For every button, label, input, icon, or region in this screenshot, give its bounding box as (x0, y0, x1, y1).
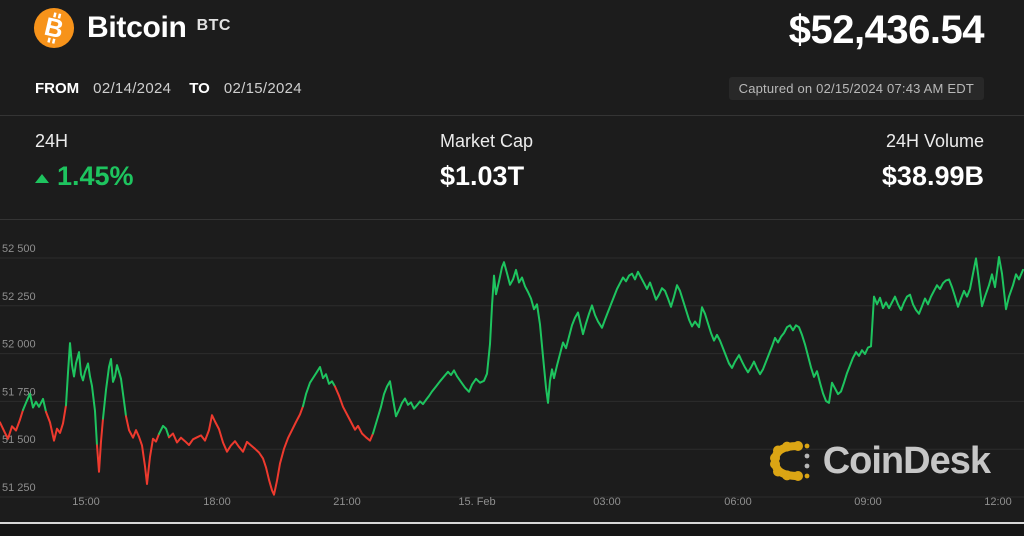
up-arrow-icon (35, 173, 49, 183)
to-date: 02/15/2024 (223, 80, 302, 97)
separator-chart (0, 219, 1024, 220)
captured-timestamp: Captured on 02/15/2024 07:43 AM EDT (728, 77, 984, 100)
current-price: $52,436.54 (788, 8, 985, 52)
coin-name: Bitcoin (87, 11, 187, 44)
market-cap-label: Market Cap (440, 131, 534, 151)
svg-text:52 250: 52 250 (2, 291, 36, 303)
coin-symbol: BTC (196, 17, 231, 34)
coindesk-watermark: CoinDesk (767, 438, 991, 484)
coin-header: B Bitcoin BTC (33, 7, 231, 49)
bottom-rule (0, 522, 1024, 524)
change-value: 1.45% (57, 161, 134, 191)
separator-top (0, 115, 1024, 116)
from-label: FROM (35, 80, 80, 97)
svg-text:06:00: 06:00 (724, 496, 752, 508)
stat-24h-volume: 24H Volume $38.99B (882, 131, 984, 192)
market-cap-value: $1.03T (440, 161, 525, 191)
bottom-strip (0, 524, 1024, 536)
stat-market-cap: Market Cap $1.03T (440, 131, 533, 192)
price-chart: 52 500 52 250 52 000 51 750 51 500 51 250 15:0… (0, 222, 1024, 512)
coindesk-wordmark: CoinDesk (822, 439, 991, 482)
svg-text:52 500: 52 500 (2, 243, 36, 255)
coindesk-logo-icon (769, 441, 810, 481)
svg-text:03:00: 03:00 (593, 496, 621, 508)
volume-value: $38.99B (881, 161, 984, 191)
svg-text:21:00: 21:00 (333, 496, 361, 508)
change-label: 24H (35, 131, 69, 151)
svg-text:51 250: 51 250 (2, 482, 36, 494)
price-chart-svg: 52 500 52 250 52 000 51 750 51 500 51 250 15:0… (0, 243, 1024, 508)
from-date: 02/14/2024 (93, 80, 172, 97)
svg-text:51 500: 51 500 (2, 434, 36, 446)
svg-text:15:00: 15:00 (72, 496, 100, 508)
svg-text:51 750: 51 750 (2, 386, 36, 398)
stat-24h-change: 24H 1.45% (35, 131, 134, 192)
svg-text:18:00: 18:00 (203, 496, 231, 508)
svg-text:12:00: 12:00 (984, 496, 1012, 508)
to-label: TO (189, 80, 210, 97)
svg-text:52 000: 52 000 (2, 339, 36, 351)
bitcoin-logo-icon: B (33, 7, 75, 49)
svg-text:09:00: 09:00 (854, 496, 882, 508)
svg-text:15. Feb: 15. Feb (458, 496, 495, 508)
volume-label: 24H Volume (885, 131, 984, 151)
date-range: FROM 02/14/2024 TO 02/15/2024 (35, 80, 320, 97)
